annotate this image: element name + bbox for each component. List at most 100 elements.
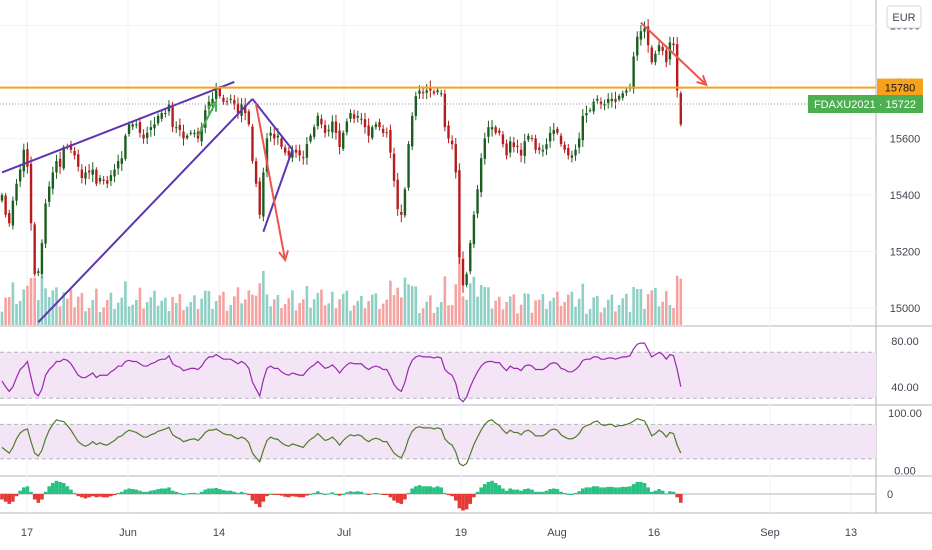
candle-body[interactable]: [77, 154, 80, 167]
candle-body[interactable]: [18, 169, 22, 182]
candle-body[interactable]: [178, 124, 182, 130]
candle-body[interactable]: [294, 149, 298, 153]
candle-body[interactable]: [541, 149, 545, 152]
candle-body[interactable]: [410, 115, 414, 147]
candle-body[interactable]: [516, 145, 519, 147]
candle-body[interactable]: [106, 180, 109, 184]
candle-body[interactable]: [661, 46, 664, 51]
candle-body[interactable]: [360, 118, 363, 120]
candle-body[interactable]: [617, 96, 621, 100]
chart-drawings[interactable]: [1, 21, 708, 323]
candle-body[interactable]: [273, 133, 276, 139]
candle-body[interactable]: [407, 144, 410, 188]
candle-body[interactable]: [58, 158, 62, 167]
candle-body[interactable]: [189, 132, 192, 134]
candle-body[interactable]: [559, 135, 563, 145]
candle-body[interactable]: [254, 161, 258, 184]
candle-body[interactable]: [450, 140, 454, 145]
candle-body[interactable]: [127, 124, 131, 134]
candle-body[interactable]: [523, 141, 526, 156]
candle-body[interactable]: [149, 127, 153, 130]
candle-body[interactable]: [603, 104, 606, 106]
candle-body[interactable]: [51, 172, 55, 189]
candle-body[interactable]: [548, 132, 552, 142]
candle-body[interactable]: [396, 179, 399, 210]
candle-body[interactable]: [334, 121, 338, 133]
candle-body[interactable]: [672, 43, 675, 46]
candle-body[interactable]: [563, 144, 566, 150]
candle-body[interactable]: [258, 181, 261, 215]
oscillator-panel[interactable]: [0, 417, 876, 467]
candle-body[interactable]: [432, 91, 436, 94]
horizontal-level[interactable]: [0, 86, 876, 105]
candle-body[interactable]: [371, 127, 374, 138]
candle-body[interactable]: [0, 195, 4, 201]
candle-body[interactable]: [461, 258, 465, 286]
candle-body[interactable]: [47, 186, 51, 202]
candle-body[interactable]: [135, 124, 138, 126]
trendline-drawing[interactable]: [251, 98, 294, 151]
histogram-panel[interactable]: [0, 480, 876, 511]
candle-body[interactable]: [200, 127, 203, 142]
candle-body[interactable]: [487, 127, 490, 137]
candle-body[interactable]: [283, 147, 287, 153]
trendline-drawing[interactable]: [37, 98, 254, 323]
candle-body[interactable]: [403, 189, 407, 216]
candle-body[interactable]: [156, 115, 160, 124]
candle-body[interactable]: [447, 125, 450, 139]
candle-body[interactable]: [458, 170, 461, 258]
candle-body[interactable]: [512, 142, 516, 147]
candle-body[interactable]: [251, 126, 254, 162]
candle-body[interactable]: [331, 121, 334, 133]
candle-body[interactable]: [15, 183, 18, 201]
candle-body[interactable]: [142, 134, 145, 139]
candle-body[interactable]: [327, 130, 330, 132]
candle-body[interactable]: [378, 122, 381, 128]
candle-body[interactable]: [247, 111, 251, 125]
candle-body[interactable]: [164, 113, 167, 115]
candle-body[interactable]: [650, 47, 653, 63]
candle-body[interactable]: [91, 169, 94, 175]
candle-body[interactable]: [171, 106, 174, 128]
candle-body[interactable]: [552, 130, 555, 134]
candle-body[interactable]: [287, 150, 290, 156]
candle-body[interactable]: [349, 113, 352, 119]
candle-body[interactable]: [657, 45, 661, 52]
candle-body[interactable]: [229, 98, 232, 100]
candle-body[interactable]: [44, 203, 47, 244]
candle-body[interactable]: [265, 138, 269, 172]
candle-body[interactable]: [596, 98, 599, 101]
candle-body[interactable]: [400, 211, 403, 215]
candle-body[interactable]: [498, 130, 501, 133]
candle-body[interactable]: [146, 132, 149, 138]
candle-body[interactable]: [476, 189, 479, 214]
candle-body[interactable]: [418, 90, 421, 94]
candle-body[interactable]: [193, 132, 196, 134]
candle-body[interactable]: [538, 147, 541, 150]
candle-body[interactable]: [102, 179, 105, 181]
candle-body[interactable]: [236, 103, 240, 114]
candle-body[interactable]: [244, 105, 247, 114]
candle-body[interactable]: [124, 135, 127, 159]
candle-body[interactable]: [62, 146, 65, 169]
candle-body[interactable]: [392, 153, 396, 181]
candle-body[interactable]: [8, 213, 11, 224]
candle-body[interactable]: [214, 90, 218, 99]
candle-body[interactable]: [120, 158, 123, 164]
candle-body[interactable]: [131, 124, 134, 127]
candle-body[interactable]: [472, 214, 476, 245]
candle-body[interactable]: [381, 128, 385, 133]
candle-body[interactable]: [367, 125, 370, 136]
arrow-drawing[interactable]: [197, 101, 218, 137]
candle-body[interactable]: [501, 134, 505, 145]
candle-body[interactable]: [305, 144, 309, 158]
candle-body[interactable]: [599, 101, 603, 105]
candle-body[interactable]: [607, 98, 610, 103]
candle-body[interactable]: [95, 169, 98, 184]
candle-body[interactable]: [338, 130, 341, 147]
candle-body[interactable]: [374, 124, 378, 128]
candle-body[interactable]: [363, 119, 367, 128]
candle-body[interactable]: [519, 149, 523, 156]
candle-body[interactable]: [479, 158, 483, 193]
